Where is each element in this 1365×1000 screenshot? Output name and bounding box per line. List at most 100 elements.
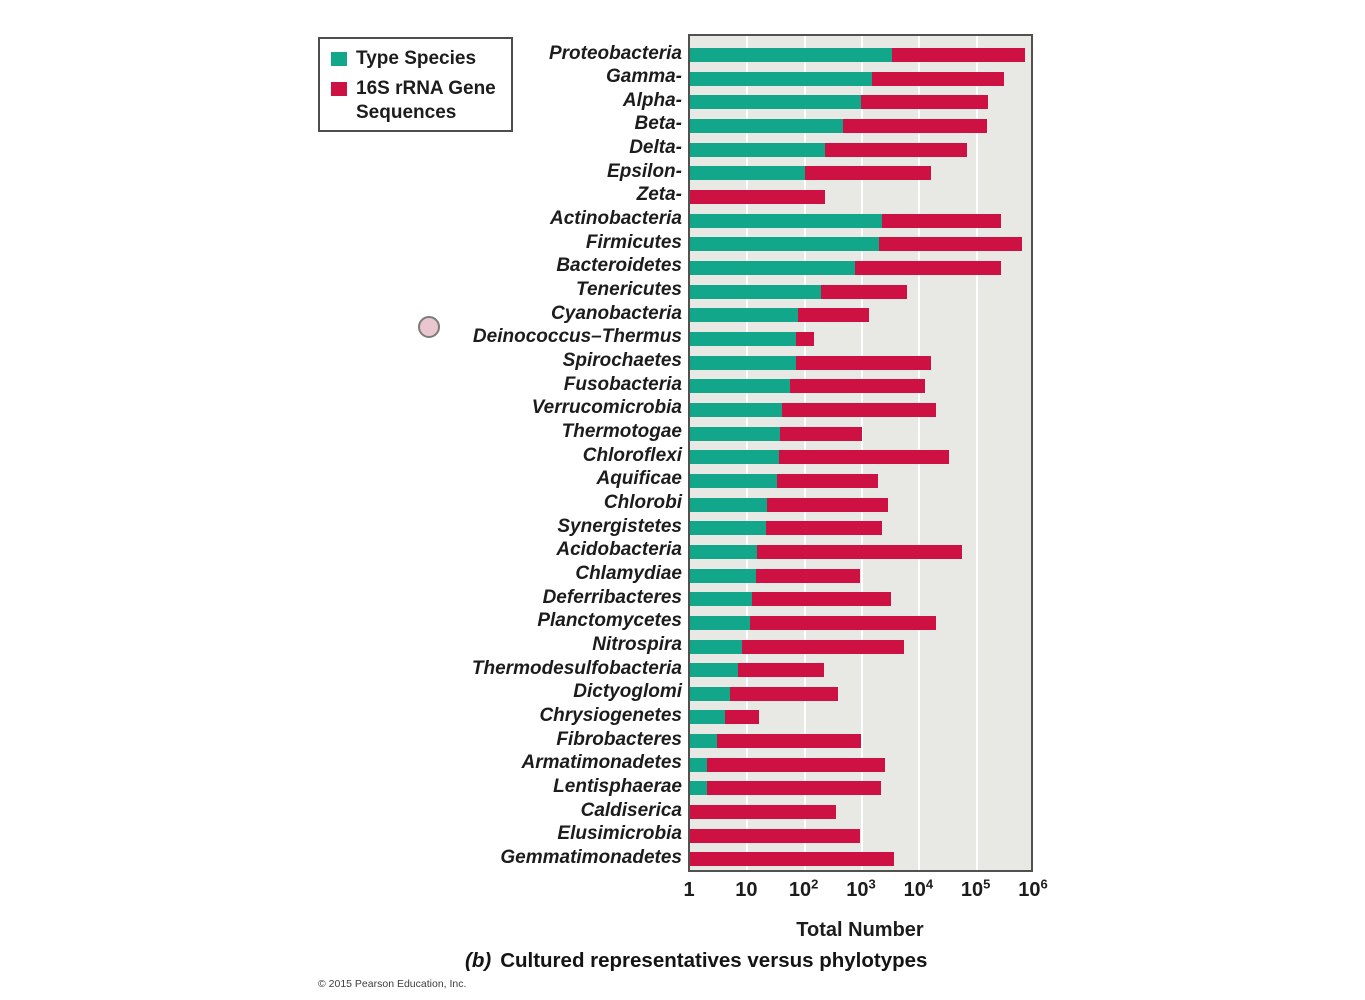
gene-sequences-bar-segment <box>755 568 861 583</box>
type-species-bar-segment <box>690 284 821 299</box>
type-species-bar-segment <box>690 544 758 559</box>
type-species-bar-segment <box>690 592 752 607</box>
gene-sequences-bar-segment <box>878 237 1023 252</box>
category-label: Tenericutes <box>576 279 682 301</box>
gene-sequences-bar-segment <box>690 805 836 820</box>
category-label: Beta- <box>634 113 682 135</box>
gene-sequences-bar-segment <box>707 781 882 796</box>
gene-sequences-bar-segment <box>779 426 862 441</box>
type-species-bar-segment <box>690 71 873 86</box>
type-species-bar-segment <box>690 213 882 228</box>
type-species-bar-segment <box>690 260 856 275</box>
x-tick-label: 104 <box>903 876 934 901</box>
type-species-bar-segment <box>690 402 783 417</box>
x-tick-label: 103 <box>846 876 876 901</box>
gene-sequences-bar-segment <box>765 521 882 536</box>
legend-label-gene-sequences: 16S rRNA Gene Sequences <box>356 78 496 123</box>
type-species-bar-segment <box>690 48 892 62</box>
type-species-bar-segment <box>690 95 861 110</box>
gene-sequences-bar-segment <box>798 308 870 323</box>
category-label: Armatimonadetes <box>521 752 683 774</box>
type-species-bar-segment <box>690 734 718 749</box>
gene-sequences-bar-segment <box>825 142 968 157</box>
category-label: Dictyoglomi <box>573 681 682 703</box>
type-species-bar-segment <box>690 615 750 630</box>
gene-sequences-bar-segment <box>860 95 989 110</box>
gene-sequences-bar-segment <box>757 544 962 559</box>
caption-text: Cultured representatives versus phylotyp… <box>500 949 928 972</box>
gene-sequences-bar-segment <box>796 331 814 346</box>
category-label: Thermodesulfobacteria <box>471 657 682 679</box>
category-label: Verrucomicrobia <box>531 397 682 419</box>
chart-legend: Type Species 16S rRNA Gene Sequences <box>318 37 513 132</box>
type-species-bar-segment <box>690 639 742 654</box>
type-species-bar-segment <box>690 118 844 133</box>
category-label: Aquificae <box>596 468 682 490</box>
category-label: Fusobacteria <box>563 373 682 395</box>
gene-sequences-bar-segment <box>855 260 1002 275</box>
type-species-bar-segment <box>690 781 708 796</box>
annotation-dot <box>418 316 440 338</box>
type-species-bar-segment <box>690 473 778 488</box>
gene-sequences-bar-segment <box>891 48 1026 62</box>
x-tick-label: 10 <box>735 879 758 901</box>
gene-sequences-bar-segment <box>777 473 878 488</box>
category-label: Chlamydiae <box>575 563 682 585</box>
gene-sequences-bar-segment <box>782 402 936 417</box>
type-species-bar-segment <box>690 355 797 370</box>
type-species-bar-segment <box>690 426 780 441</box>
gene-sequences-bar-segment <box>820 284 908 299</box>
type-species-bar-segment <box>690 663 739 678</box>
gene-sequences-bar-segment <box>717 734 861 749</box>
type-species-bar-segment <box>690 308 799 323</box>
category-label: Bacteroidetes <box>556 255 682 277</box>
caption-index: (b) <box>465 949 492 972</box>
category-label: Elusimicrobia <box>557 823 682 845</box>
type-species-bar-segment <box>690 710 725 725</box>
x-tick-label: 1 <box>683 879 695 901</box>
category-label: Alpha- <box>622 89 682 111</box>
gene-sequences-bar-segment <box>724 710 760 725</box>
gene-sequences-bar-segment <box>690 828 861 843</box>
legend-item-type-species: Type Species <box>331 47 507 71</box>
category-label: Cyanobacteria <box>551 302 682 324</box>
plot-area <box>688 34 1033 872</box>
gridline <box>975 36 978 870</box>
gene-sequences-bar-segment <box>872 71 1005 86</box>
gene-sequences-bar-segment <box>738 663 825 678</box>
category-label: Nitrospira <box>592 634 682 655</box>
category-label: Chlorobi <box>603 492 682 514</box>
type-species-bar-segment <box>690 331 797 346</box>
category-axis: Proteobacteria Gamma- Alpha- Beta- Delta- Eps… <box>0 0 682 900</box>
category-label: Firmicutes <box>585 231 682 253</box>
category-label: Deinococcus–Thermus <box>472 326 682 348</box>
category-label: Acidobacteria <box>556 539 682 561</box>
copyright-text: © 2015 Pearson Education, Inc. <box>318 978 467 990</box>
type-species-bar-segment <box>690 521 766 536</box>
legend-item-gene-sequences: 16S rRNA Gene Sequences <box>331 77 507 125</box>
category-label: Synergistetes <box>557 515 682 537</box>
category-label: Actinobacteria <box>550 208 682 230</box>
gene-sequences-bar-segment <box>730 686 838 701</box>
gene-sequences-bar-segment <box>751 592 891 607</box>
category-label: Delta- <box>629 137 682 159</box>
x-axis-title: Total Number <box>796 919 924 941</box>
gene-sequences-bar-segment <box>796 355 932 370</box>
gene-sequences-bar-segment <box>789 379 926 394</box>
gene-sequences-bar-segment <box>766 497 889 512</box>
legend-swatch-gene-sequences-icon <box>331 82 347 96</box>
category-label: Zeta- <box>636 184 682 206</box>
gene-sequences-bar-segment <box>741 639 904 654</box>
category-label: Chrysiogenetes <box>539 704 682 726</box>
gene-sequences-bar-segment <box>779 450 950 465</box>
x-axis: 1 10 102 103 104 105 106 <box>683 876 1047 911</box>
x-tick-label: 106 <box>1018 876 1048 901</box>
x-tick-label: 102 <box>788 876 819 901</box>
gene-sequences-bar-segment <box>690 852 894 867</box>
type-species-bar-segment <box>690 497 767 512</box>
x-tick-label: 105 <box>960 876 991 901</box>
category-label: Chloroflexi <box>582 444 682 466</box>
category-label: Thermotogae <box>561 421 682 443</box>
type-species-bar-segment <box>690 450 780 465</box>
